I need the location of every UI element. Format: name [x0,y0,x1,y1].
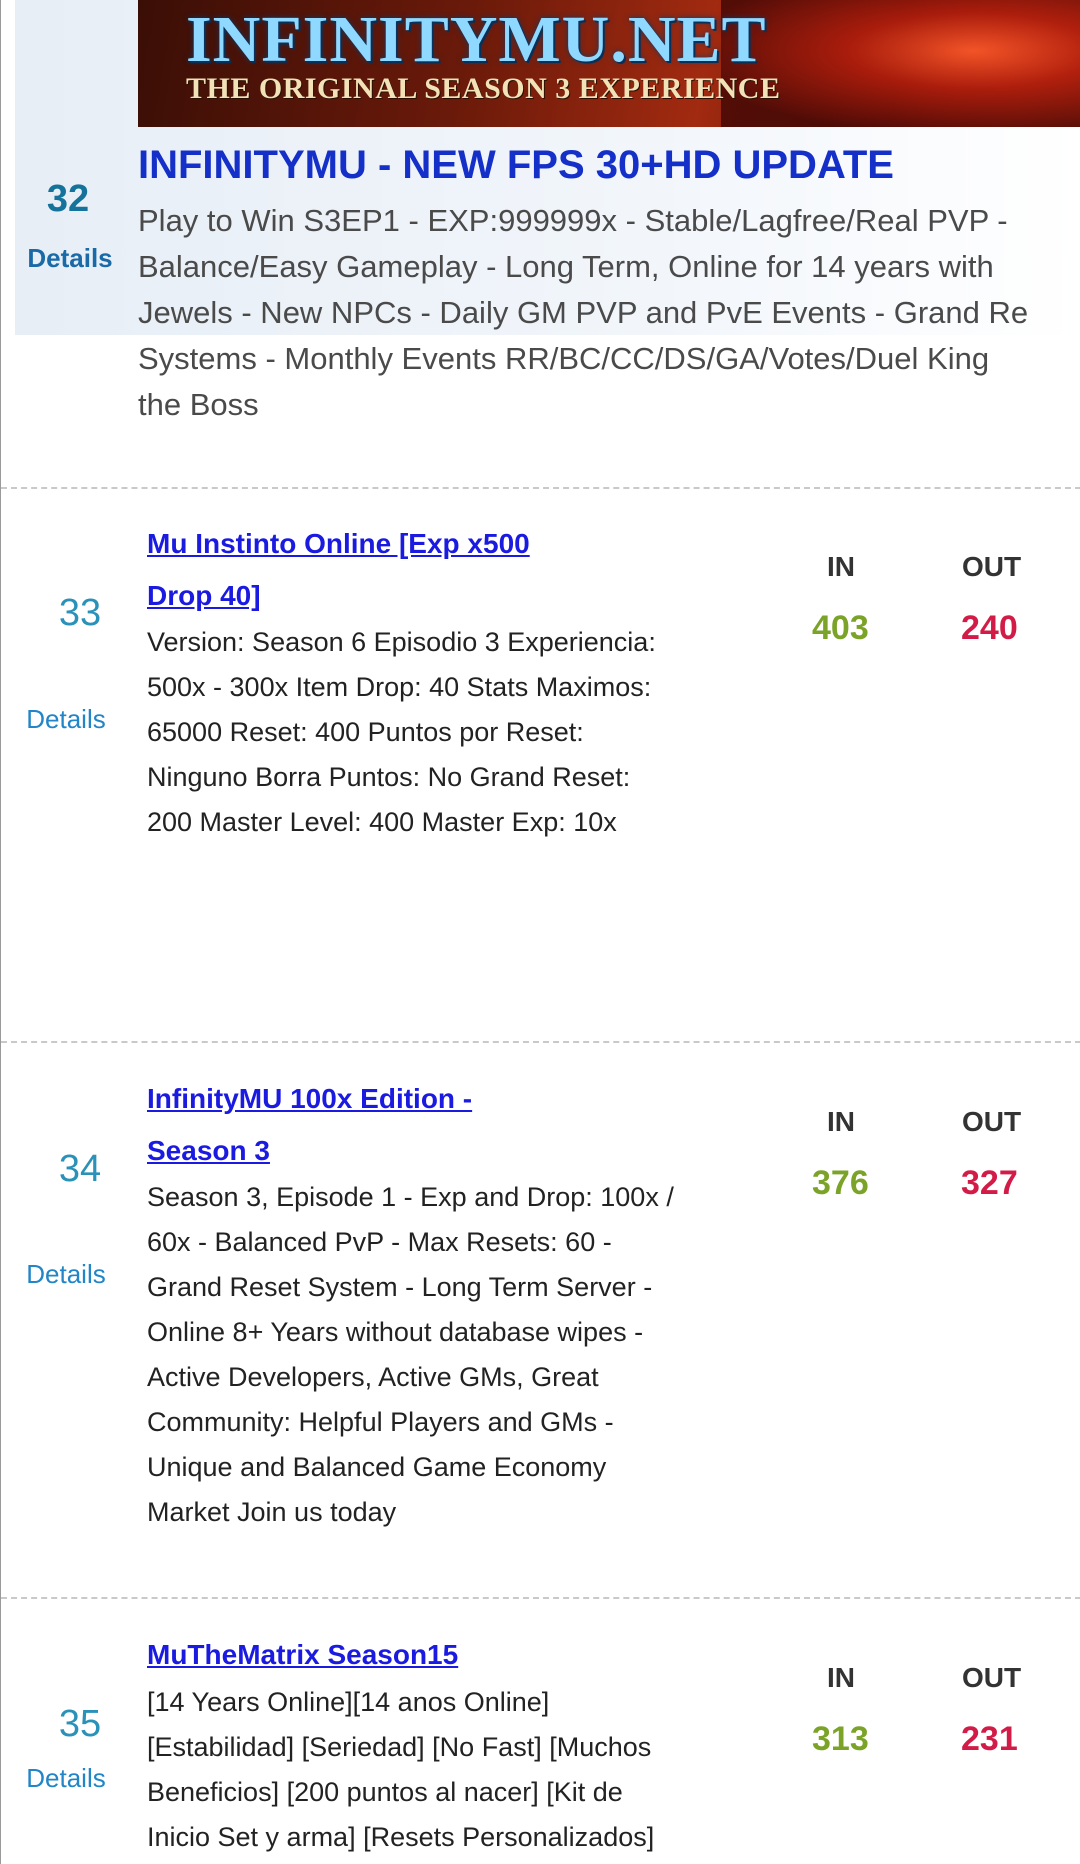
description-line: 60x - Balanced PvP - Max Resets: 60 - [147,1227,612,1257]
in-count: 403 [812,609,869,647]
featured-server-title[interactable]: INFINITYMU - NEW FPS 30+HD UPDATE [138,143,894,187]
title-line: Drop 40] [147,580,261,611]
server-banner-image[interactable]: INFINITYMU.NET THE ORIGINAL SEASON 3 EXP… [138,0,1080,127]
rank-number: 32 [46,178,90,220]
details-link[interactable]: Details [26,1259,106,1289]
description-line: Ninguno Borra Puntos: No Grand Reset: [147,762,631,792]
details-link[interactable]: Details [27,243,113,273]
rank-number: 34 [58,1148,102,1190]
description-line: Beneficios] [200 puntos al nacer] [Kit d… [147,1777,623,1807]
description-line: Jewels - New NPCs - Daily GM PVP and PvE… [138,295,1029,330]
title-line: Season 3 [147,1135,270,1166]
server-description: Version: Season 6 Episodio 3 Experiencia… [147,620,717,845]
out-label: OUT [962,551,1022,582]
rank-number: 35 [58,1703,102,1745]
description-line: Version: Season 6 Episodio 3 Experiencia… [147,627,656,657]
out-count: 240 [961,609,1018,647]
title-line: MuTheMatrix Season15 [147,1639,459,1670]
description-line: Community: Helpful Players and GMs - [147,1407,614,1437]
description-line: Inicio Set y arma] [Resets Personalizado… [147,1822,655,1852]
featured-server-description: Play to Win S3EP1 - EXP:999999x - Stable… [138,198,1080,428]
description-line: 65000 Reset: 400 Puntos por Reset: [147,717,584,747]
description-line: [14 Years Online][14 anos Online] [147,1687,550,1717]
row-divider [1,1041,1080,1043]
out-count: 327 [961,1164,1018,1202]
out-label: OUT [962,1662,1022,1693]
description-line: Balance/Easy Gameplay - Long Term, Onlin… [138,249,994,284]
description-line: Unique and Balanced Game Economy [147,1452,607,1482]
description-line: Active Developers, Active GMs, Great [147,1362,599,1392]
row-divider [1,487,1080,489]
out-label: OUT [962,1106,1022,1137]
rank-number: 33 [58,592,102,634]
description-line: Season 3, Episode 1 - Exp and Drop: 100x… [147,1182,674,1212]
row-divider [1,1597,1080,1599]
in-count: 376 [812,1164,869,1202]
in-label: IN [827,551,855,582]
details-link[interactable]: Details [26,1763,106,1793]
server-title-link[interactable]: Mu Instinto Online [Exp x500 Drop 40] [147,518,530,622]
description-line: Play to Win S3EP1 - EXP:999999x - Stable… [138,203,1008,238]
description-line: 500x - 300x Item Drop: 40 Stats Maximos: [147,672,652,702]
description-line: Market Join us today [147,1497,397,1527]
banner-subtitle: THE ORIGINAL SEASON 3 EXPERIENCE [186,72,781,105]
description-line: the Boss [138,387,259,422]
description-line: 200 Master Level: 400 Master Exp: 10x [147,807,617,837]
in-count: 313 [812,1720,869,1758]
title-line: InfinityMU 100x Edition - [147,1083,473,1114]
title-line: Mu Instinto Online [Exp x500 [147,528,530,559]
out-count: 231 [961,1720,1018,1758]
description-line: Online 8+ Years without database wipes - [147,1317,644,1347]
server-title-link[interactable]: MuTheMatrix Season15 [147,1629,458,1681]
banner-title: INFINITYMU.NET [186,3,767,76]
details-link[interactable]: Details [26,704,106,734]
description-line: Grand Reset System - Long Term Server - [147,1272,653,1302]
in-label: IN [827,1662,855,1693]
server-description: [14 Years Online][14 anos Online] [Estab… [147,1680,717,1860]
description-line: Systems - Monthly Events RR/BC/CC/DS/GA/… [138,341,990,376]
server-title-link[interactable]: InfinityMU 100x Edition - Season 3 [147,1073,472,1177]
server-description: Season 3, Episode 1 - Exp and Drop: 100x… [147,1175,717,1535]
description-line: [Estabilidad] [Seriedad] [No Fast] [Much… [147,1732,652,1762]
in-label: IN [827,1106,855,1137]
